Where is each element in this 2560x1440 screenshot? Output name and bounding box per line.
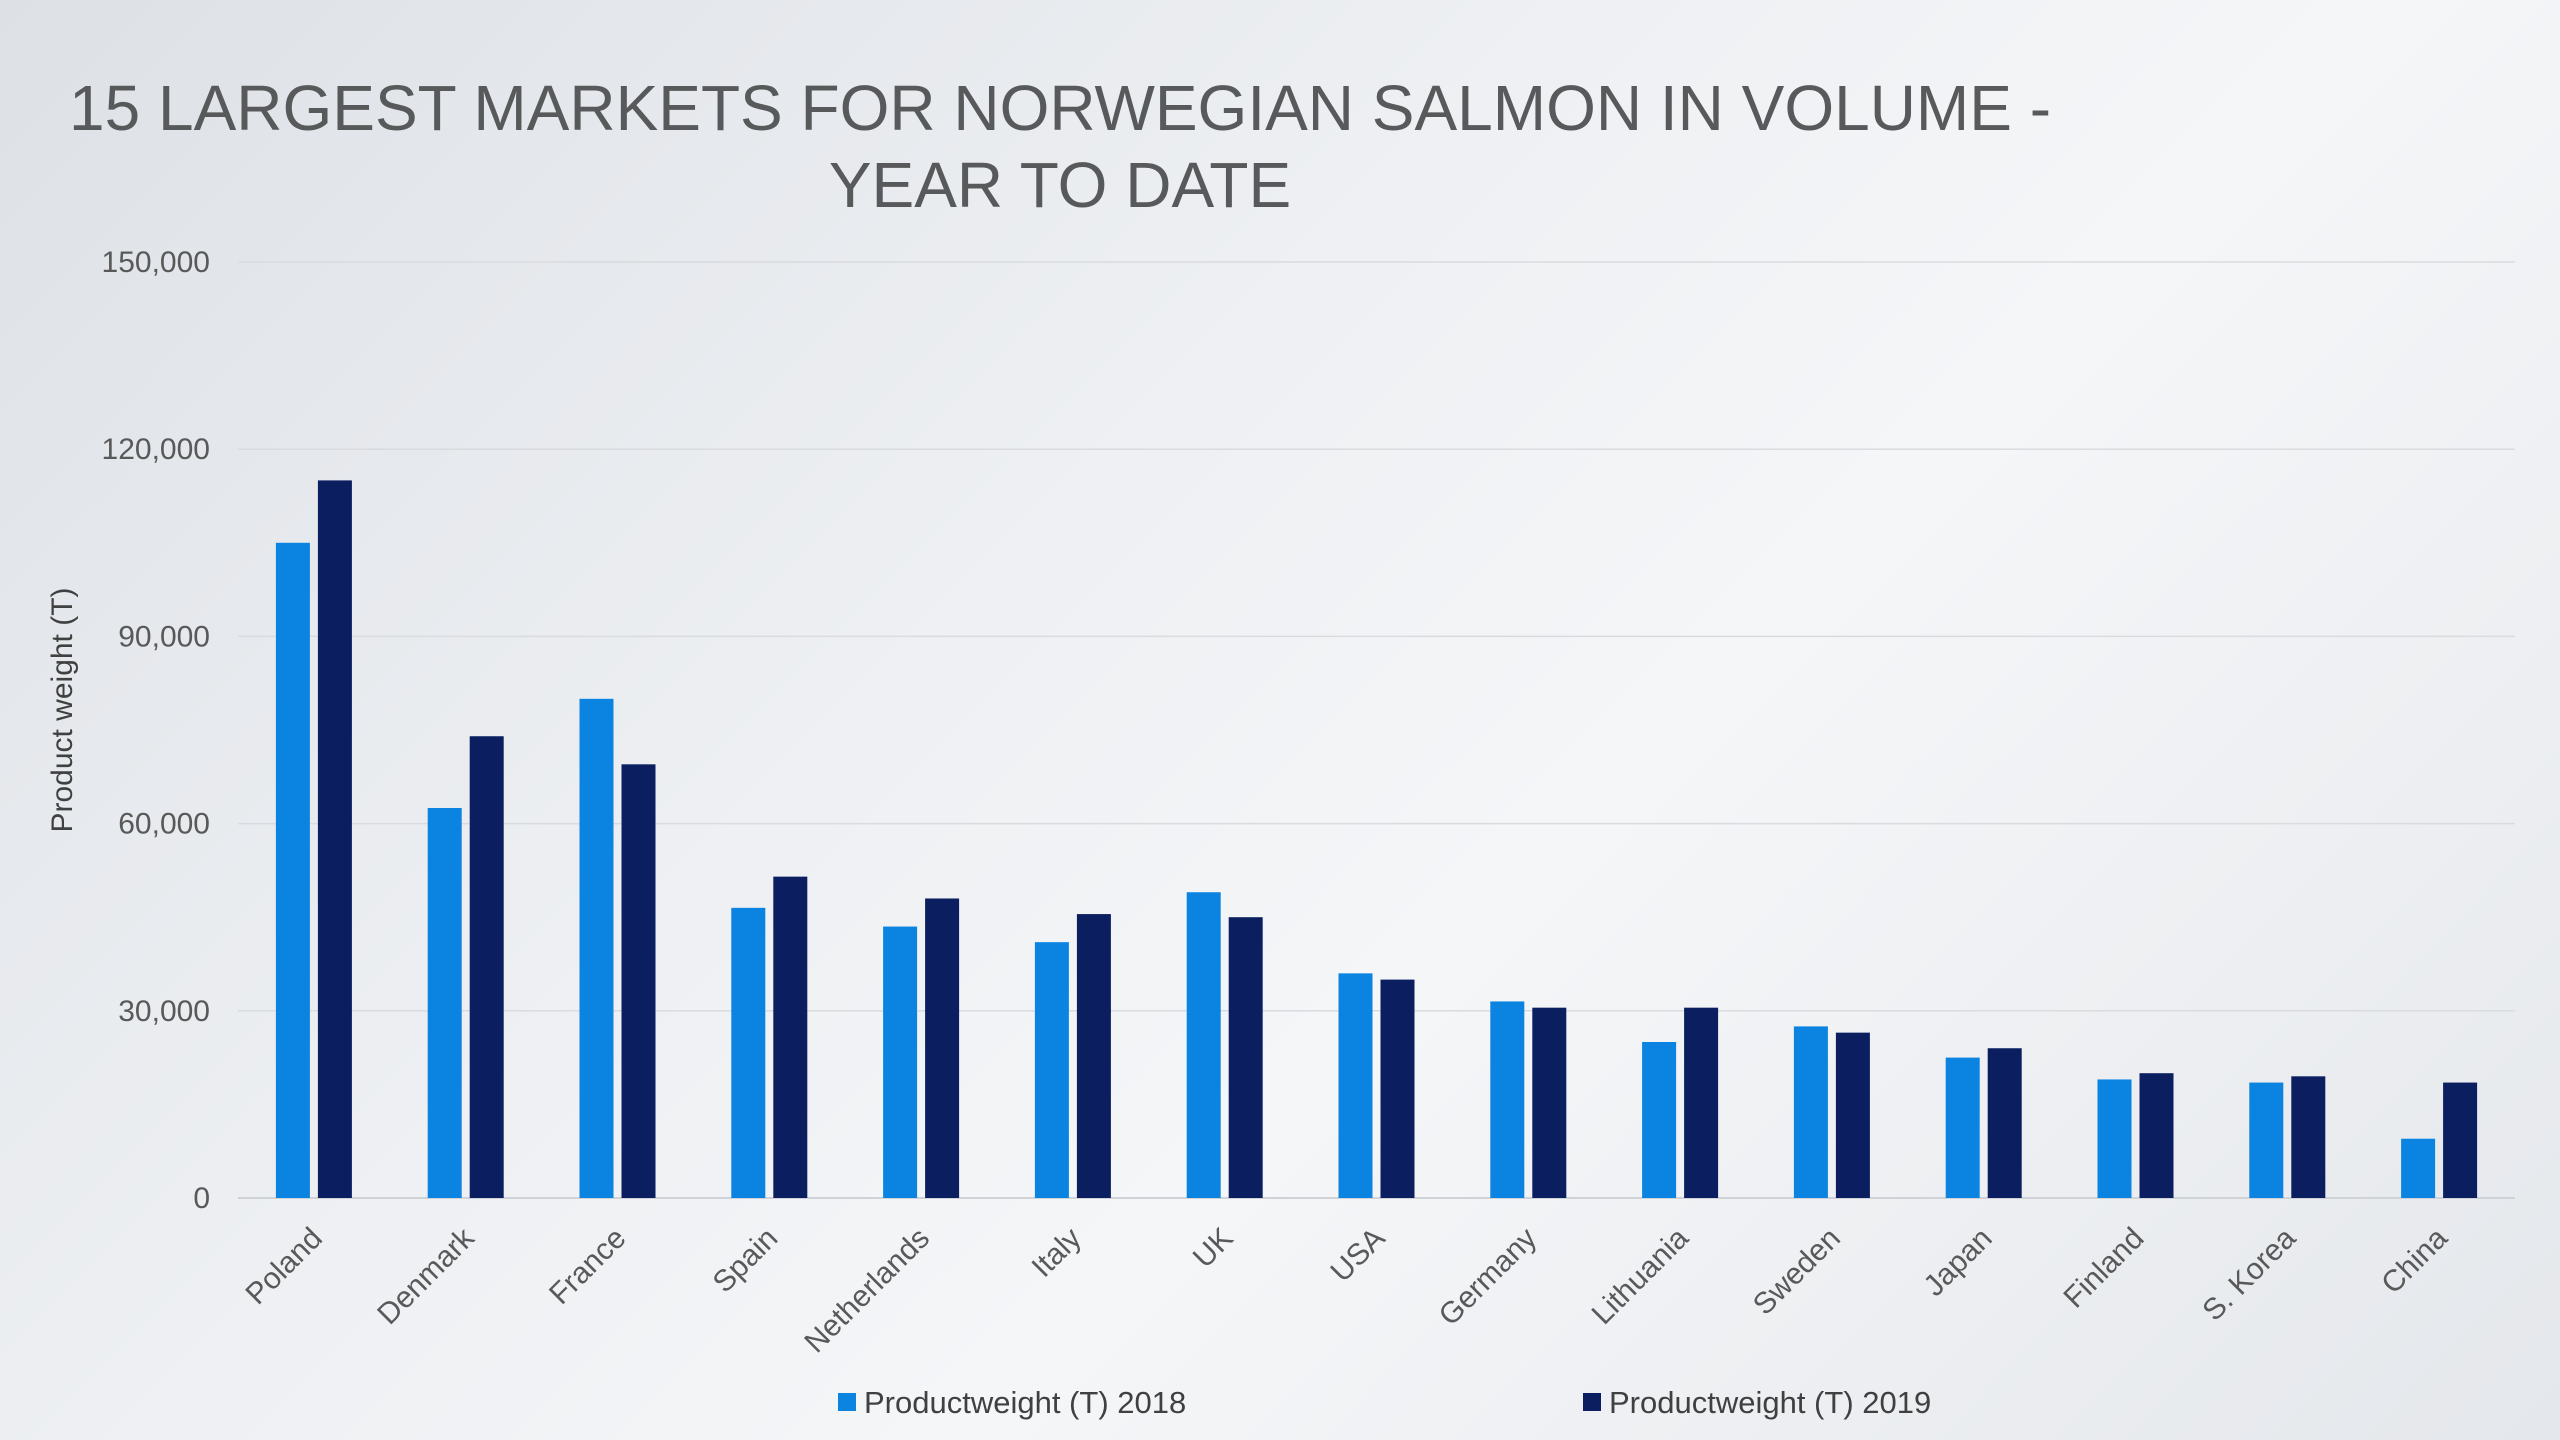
legend-swatch [838,1393,856,1411]
bar-uk-2018 [1186,892,1221,1198]
bar-germany-2018 [1490,1001,1525,1198]
x-category-label: USA [1324,1222,1391,1289]
bar-italy-2019 [1076,914,1111,1198]
chart-title-line-1: 15 LARGEST MARKETS FOR NORWEGIAN SALMON … [69,72,2051,144]
y-tick-label: 150,000 [102,246,210,279]
x-category-label: Finland [2058,1222,2151,1315]
bar-denmark-2018 [427,808,462,1198]
bar-spain-2018 [731,907,766,1198]
y-tick-label: 90,000 [118,620,210,653]
bar-lithuania-2018 [1642,1042,1677,1198]
x-category-label: Spain [707,1222,785,1300]
legend-label: Productweight (T) 2019 [1609,1385,1931,1420]
bar-usa-2018 [1338,973,1373,1198]
bar-finland-2019 [2139,1073,2174,1198]
x-category-label: Netherlands [798,1222,936,1360]
bar-netherlands-2018 [883,926,918,1198]
bar-finland-2018 [2097,1079,2132,1198]
bar-france-2018 [579,698,614,1198]
legend-swatch [1583,1393,1601,1411]
x-category-label: Poland [239,1222,328,1311]
bar-poland-2018 [275,542,310,1198]
gridlines [238,261,2515,1199]
y-axis-title: Product weight (T) [46,587,79,832]
x-category-label: Japan [1918,1222,1999,1303]
x-category-label: Italy [1026,1222,1088,1284]
bar-usa-2019 [1380,979,1415,1198]
legend-item: Productweight (T) 2018 [838,1385,1186,1420]
bar-china-2018 [2401,1138,2436,1198]
chart-title: 15 LARGEST MARKETS FOR NORWEGIAN SALMON … [69,72,2051,221]
bar-s-korea-2018 [2249,1082,2284,1198]
x-category-label: Denmark [371,1221,481,1331]
bar-netherlands-2019 [925,898,960,1198]
bar-italy-2018 [1034,942,1069,1198]
x-category-label: Germany [1433,1222,1544,1333]
bar-sweden-2018 [1793,1026,1828,1198]
x-category-label: Lithuania [1586,1221,1696,1331]
bar-japan-2019 [1987,1048,2022,1198]
bar-france-2019 [621,764,656,1198]
legend-label: Productweight (T) 2018 [864,1385,1186,1420]
bars [275,480,2478,1198]
y-axis-ticks: 0 30,000 60,000 90,000 120,000 150,000 [102,246,210,1215]
bar-poland-2019 [317,480,352,1198]
y-tick-label: 0 [193,1182,210,1215]
bar-germany-2019 [1532,1007,1567,1198]
bar-s-korea-2019 [2291,1076,2326,1198]
x-axis-categories: Poland Denmark France Spain Netherlands Italy… [239,1221,2454,1359]
bar-uk-2019 [1228,917,1263,1198]
chart-title-line-2: YEAR TO DATE [829,149,1291,221]
y-tick-label: 120,000 [102,433,210,466]
bar-spain-2019 [773,876,808,1198]
x-category-label: Sweden [1747,1222,1847,1322]
bar-japan-2018 [1945,1057,1980,1198]
legend: Productweight (T) 2018 Productweight (T) … [838,1385,1931,1420]
x-category-label: UK [1187,1222,1240,1275]
x-category-label: France [543,1222,632,1311]
bar-china-2019 [2443,1082,2478,1198]
x-category-label: China [2375,1221,2454,1300]
bar-sweden-2019 [1835,1032,1870,1198]
y-tick-label: 30,000 [118,995,210,1028]
y-tick-label: 60,000 [118,808,210,841]
legend-item: Productweight (T) 2019 [1583,1385,1931,1420]
bar-denmark-2019 [469,736,504,1198]
bar-lithuania-2019 [1684,1007,1719,1198]
x-category-label: S. Korea [2196,1221,2302,1327]
